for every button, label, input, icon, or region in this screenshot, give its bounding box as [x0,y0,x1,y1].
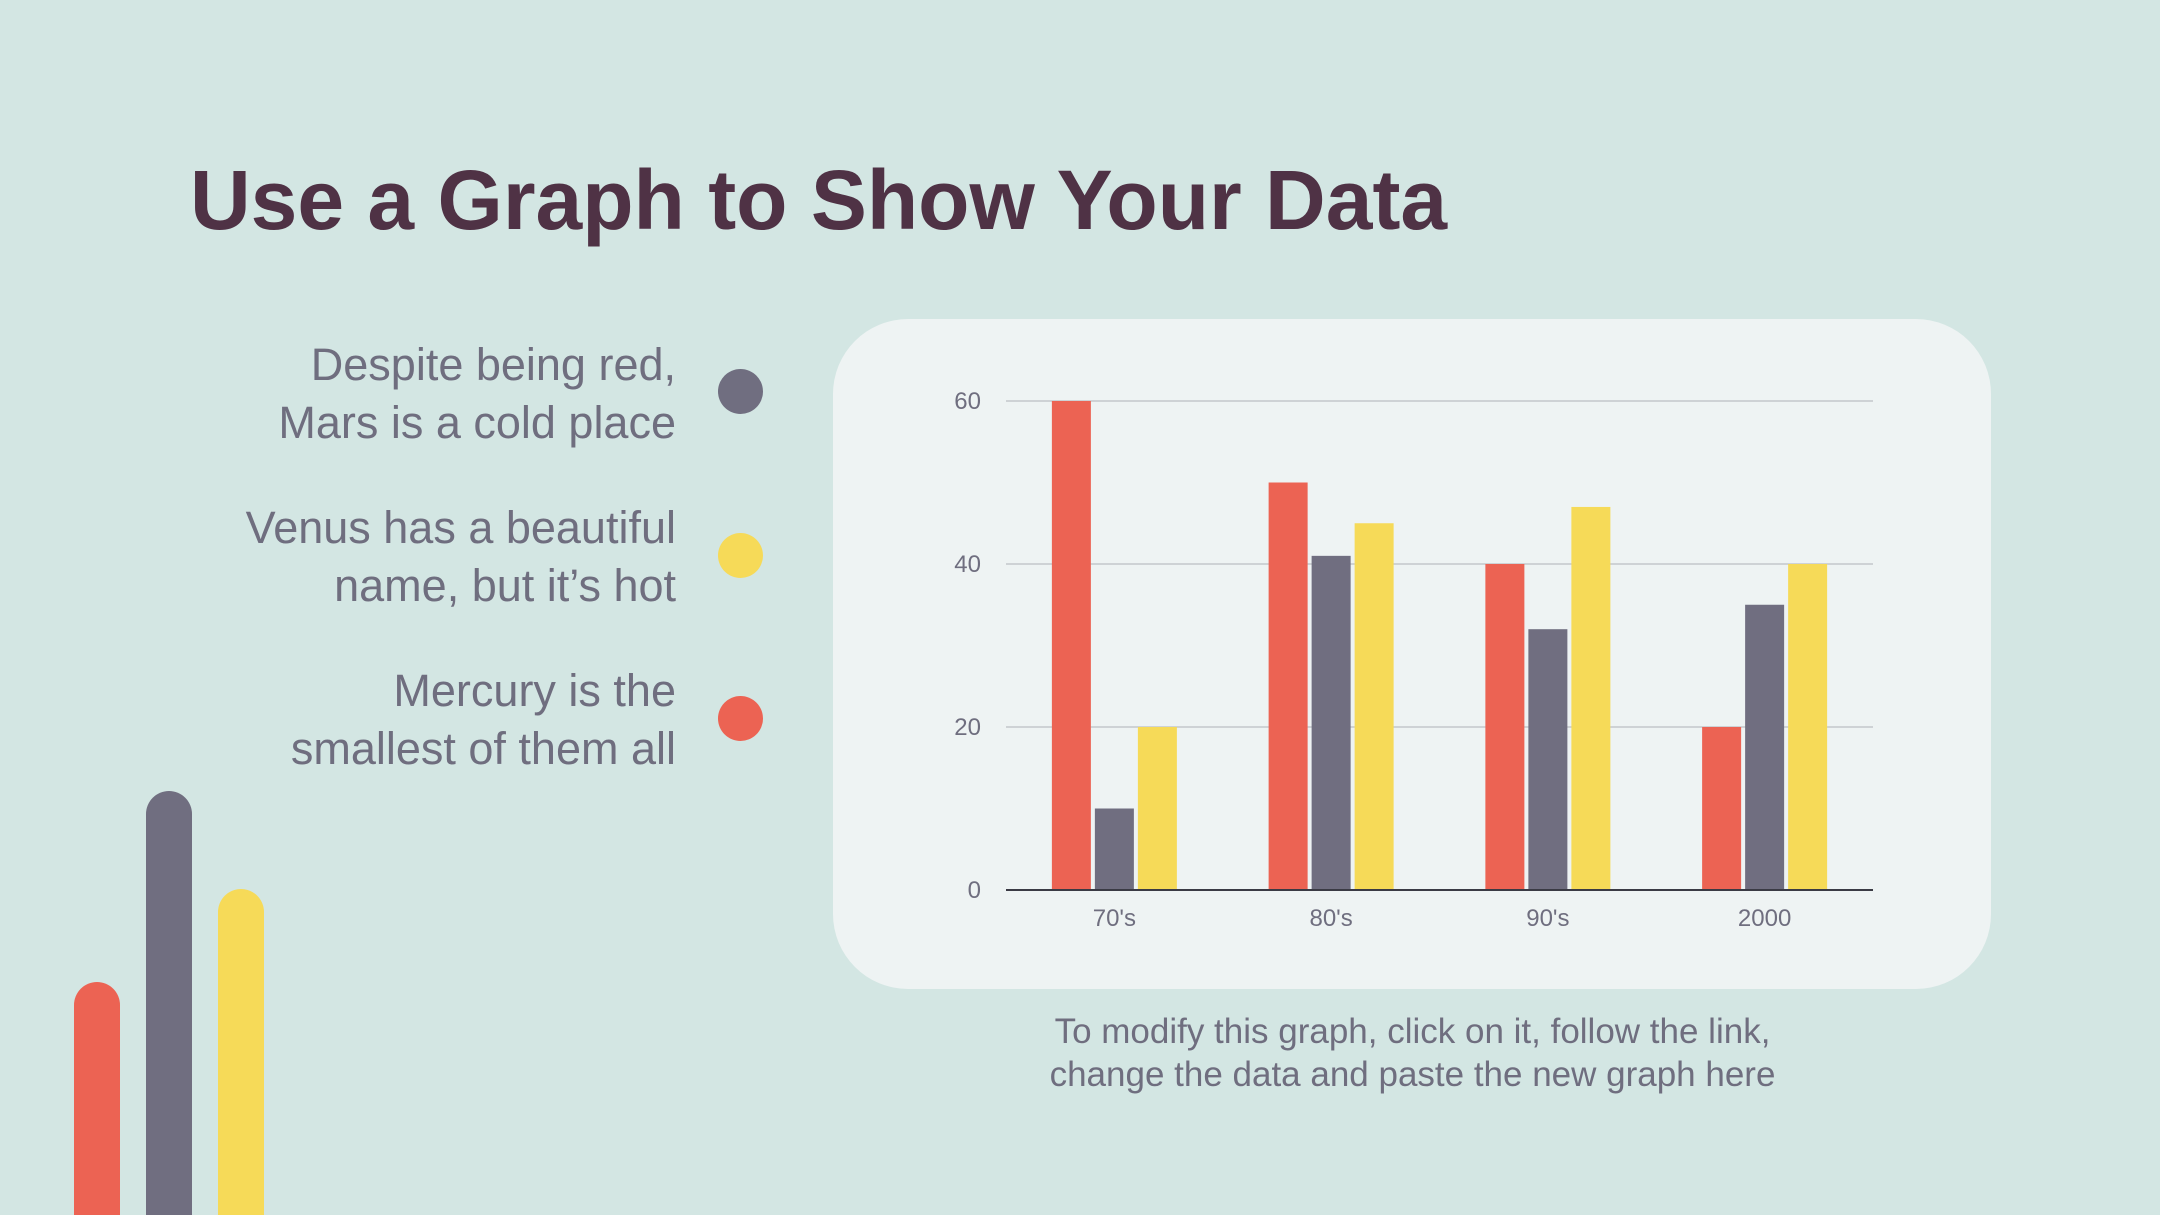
bar [1571,506,1611,890]
bar-chart[interactable]: 0 20 40 60 70's 80's 90's 2000 [833,319,1991,989]
x-tick-label: 90's [1526,905,1569,932]
y-tick-label: 0 [968,877,981,904]
decorative-bar-gray [146,791,192,1215]
legend-text: Mercury is the smallest of them all [160,662,676,778]
legend-line: name, but it’s hot [334,560,676,611]
slide-title: Use a Graph to Show Your Data [190,153,1448,247]
note-line: change the data and paste the new graph … [1049,1055,1776,1094]
bar [1268,482,1308,890]
legend-dot-yellow [718,533,763,578]
bar [1745,604,1785,890]
bar [1702,727,1742,890]
y-tick-label: 20 [954,714,981,741]
legend-line: Venus has a beautiful [245,502,676,553]
legend-line: Despite being red, [310,339,676,390]
decorative-bar-yellow [218,889,264,1215]
bar [1485,564,1525,890]
bar [1051,401,1091,890]
legend-line: Mars is a cold place [278,397,676,448]
legend-item-mars: Despite being red, Mars is a cold place [160,336,676,452]
note-line: To modify this graph, click on it, follo… [1054,1012,1771,1051]
edit-instructions: To modify this graph, click on it, follo… [900,1010,1925,1096]
bar [1094,808,1134,890]
bar [1311,555,1351,890]
legend-text: Despite being red, Mars is a cold place [160,336,676,452]
legend-item-venus: Venus has a beautiful name, but it’s hot [160,499,676,615]
y-tick-label: 60 [954,388,981,415]
bar [1528,629,1568,890]
x-tick-label: 80's [1309,905,1352,932]
legend-dot-red [718,696,763,741]
x-tick-label: 70's [1093,905,1136,932]
bar [1137,727,1177,890]
chart-card[interactable]: 0 20 40 60 70's 80's 90's 2000 [833,319,1991,989]
legend-line: smallest of them all [290,723,676,774]
x-tick-label: 2000 [1738,905,1791,932]
y-tick-label: 40 [954,551,981,578]
legend-item-mercury: Mercury is the smallest of them all [160,662,676,778]
legend-line: Mercury is the [393,665,676,716]
bar [1354,523,1394,890]
decorative-bar-red [74,982,120,1215]
legend-dot-gray [718,369,763,414]
bar [1788,564,1828,890]
legend-text: Venus has a beautiful name, but it’s hot [160,499,676,615]
